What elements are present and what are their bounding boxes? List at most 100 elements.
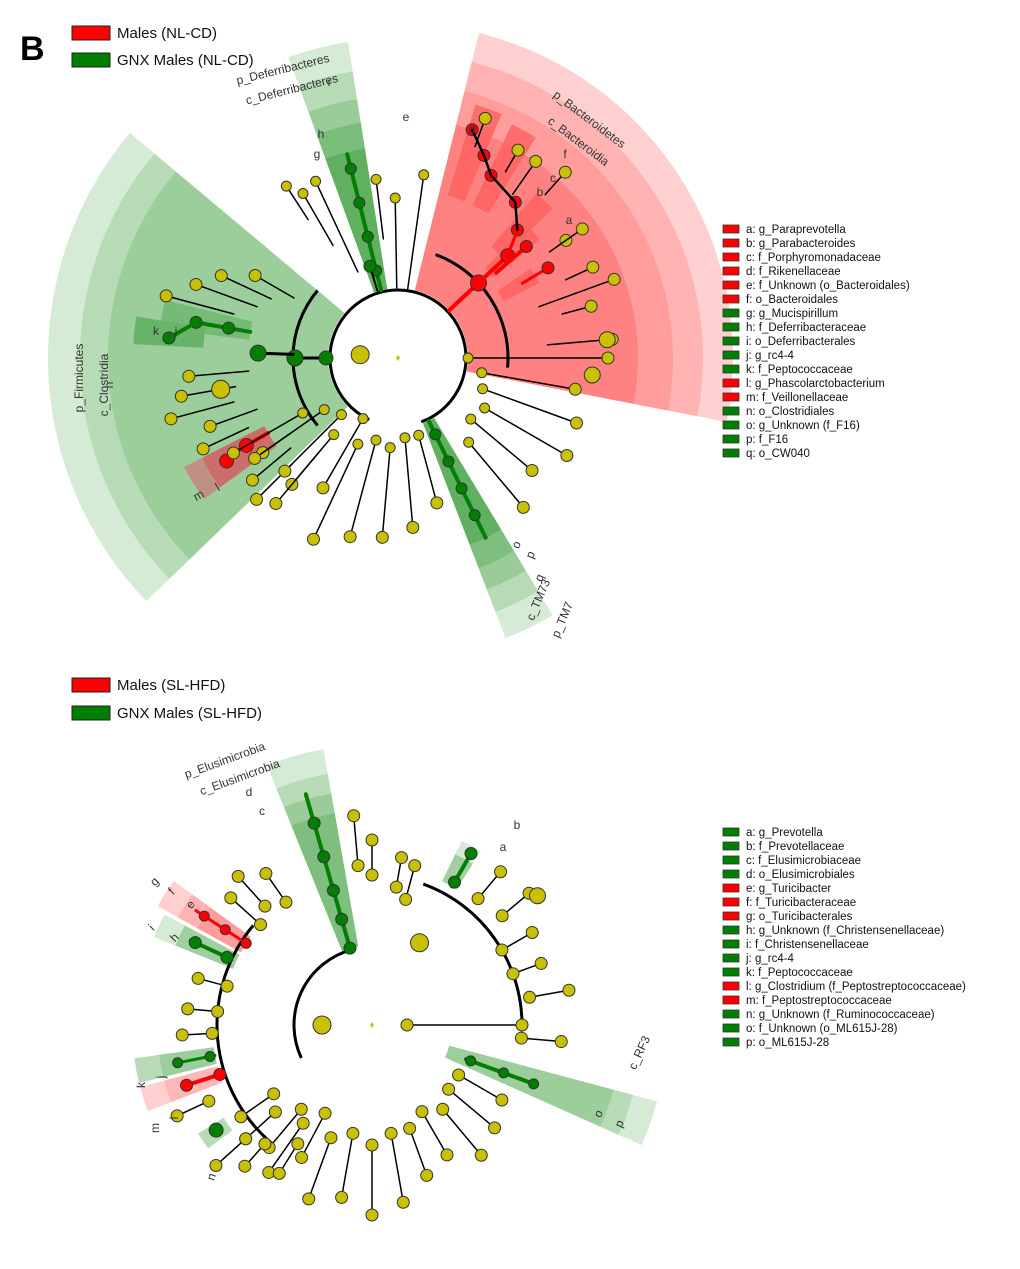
leaf-bac-9: [575, 222, 589, 236]
key-swatch-3: [722, 266, 740, 276]
leaf-bac-5: [529, 154, 543, 168]
leaf-def-3: [310, 175, 322, 187]
inner-b-13: [514, 1031, 528, 1045]
inner-b-23: [318, 1106, 332, 1120]
leaf-b-11: [562, 983, 576, 997]
node-big-b2: [410, 933, 429, 953]
branch-blk-c: [482, 154, 493, 177]
sector-l: [201, 426, 277, 488]
label-k-b: k: [134, 1081, 148, 1088]
panel-letter: B: [20, 30, 45, 68]
leaf-misc-11: [316, 481, 330, 495]
leaf-misc-3: [560, 449, 574, 462]
leaf-b-13: [554, 1035, 568, 1049]
inner-misc-5: [463, 436, 475, 448]
node-rf3-2: [498, 1067, 510, 1079]
inner-b-30: [205, 1026, 219, 1040]
key-item-0: a: g_Prevotella: [746, 827, 823, 839]
top-cladogram: p_Bacteroidetesc_Bacteroidiap_Deferribac…: [47, 32, 733, 640]
key-item-12: m: f_Peptostreptococcaceae: [746, 995, 892, 1007]
node-big-b3: [528, 887, 546, 905]
key-swatch-9: [722, 953, 740, 963]
key-swatch-11: [722, 378, 740, 388]
branch-blk-d: [470, 128, 486, 157]
inner-misc-11: [357, 413, 369, 425]
leaf-b-22: [302, 1192, 316, 1206]
leaf-branch-fir-0: [254, 274, 295, 299]
sector-a: [497, 268, 540, 302]
node-m-b: [180, 1078, 194, 1092]
legend-swatch-males: [71, 25, 111, 41]
leaf-fir-3: [159, 289, 173, 303]
arc-bottom-left: [215, 924, 274, 1145]
node-def-3: [344, 162, 357, 175]
inner-b-4: [351, 859, 365, 873]
inner-b-16: [436, 1102, 450, 1116]
key-item-6: g: g_Mucispirillum: [746, 308, 838, 320]
backbone-arc: [328, 288, 468, 424]
node-tm7-1: [442, 455, 455, 468]
leaf-b-14: [495, 1093, 509, 1107]
node-turi-0: [240, 937, 252, 949]
key-item-15: p: o_ML615J-28: [746, 1037, 829, 1049]
leaf-branch-b-24: [268, 1122, 304, 1174]
key-item-8: i: o_Deferribacterales: [746, 336, 856, 348]
key-item-5: f: o_Bacteroidales: [746, 294, 838, 306]
leaf-misc-7: [406, 520, 420, 534]
leaf-branch-b-4: [352, 815, 359, 867]
key-swatch-11: [722, 981, 740, 991]
legend-label-gnx-males-hfd: GNX Males (SL-HFD): [117, 705, 262, 722]
node-tm7-2: [455, 482, 468, 495]
sector-c: [491, 193, 553, 258]
node-clostridiales: [249, 344, 267, 362]
leaf-branch-misc-9: [349, 439, 377, 538]
leaf-b-5: [395, 851, 409, 865]
legend-swatch-gnx-males-hfd: [71, 705, 111, 721]
key-item-12: m: f_Veillonellaceae: [746, 392, 848, 404]
branch-b: [494, 244, 529, 275]
key-swatch-15: [722, 434, 740, 444]
node-n-b: [208, 1122, 224, 1138]
leaf-branch-misc-12: [275, 433, 335, 505]
label-l-b: l: [167, 1117, 181, 1120]
leaf-fir-6: [164, 412, 178, 426]
key-swatch-5: [722, 294, 740, 304]
key-item-11: l: g_Clostridium (f_Peptostreptococcacea…: [746, 981, 966, 993]
leaf-b-21: [335, 1190, 349, 1204]
leaf-branch-b-11: [528, 989, 570, 998]
sector-n: [107, 171, 348, 560]
key-item-1: b: g_Parabacteroides: [746, 238, 856, 250]
key-item-3: d: o_Elusimicrobiales: [746, 869, 855, 881]
leaf-branch-b-32: [215, 1138, 247, 1167]
top-legend: Males (NL-CD) GNX Males (NL-CD): [71, 25, 254, 69]
label-o: o: [508, 539, 524, 551]
key-swatch-8: [722, 336, 740, 346]
node-a: [541, 261, 555, 275]
sector-c-ely: [291, 813, 359, 951]
node-turi-2: [198, 910, 210, 922]
inner-misc-13: [335, 409, 347, 421]
label-i-b: i: [146, 922, 158, 934]
key-item-5: f: f_Turicibacteraceae: [746, 897, 856, 909]
leaf-b-1: [231, 869, 245, 883]
key-item-1: b: f_Prevotellaceae: [746, 841, 844, 853]
label-g-b: g: [147, 874, 162, 889]
leaf-branch-b-14: [457, 1074, 503, 1101]
key-swatch-2: [722, 252, 740, 262]
leaf-fir-7: [203, 419, 217, 433]
legend-label-gnx-males: GNX Males (NL-CD): [117, 52, 254, 69]
key-swatch-8: [722, 939, 740, 949]
key-swatch-13: [722, 406, 740, 416]
key-swatch-7: [722, 322, 740, 332]
label-p: p: [522, 549, 538, 561]
inner-b-19: [384, 1126, 398, 1140]
label-m-b: m: [148, 1123, 162, 1133]
leaf-misc-6: [430, 496, 444, 510]
key-item-4: e: f_Unknown (o_Bacteroidales): [746, 280, 910, 292]
leaf-branch-misc-7: [404, 436, 414, 529]
bottom-cladogram: p_Elusimicrobiac_Elusimicrobiac_RF3bacdg…: [134, 739, 657, 1222]
inner-b-12: [400, 1018, 414, 1032]
leaf-branch-fir-2: [195, 283, 258, 308]
node-b: [519, 239, 533, 253]
key-item-14: o: g_Unknown (f_F16): [746, 420, 860, 432]
